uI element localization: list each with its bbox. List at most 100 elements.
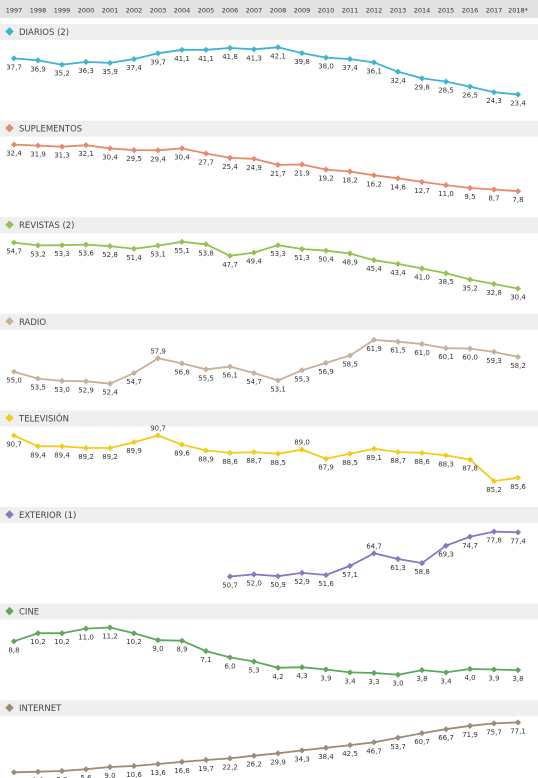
- value-label-diarios-2-1997: 37,7: [6, 63, 22, 71]
- data-point-revistas-2-2000: [82, 241, 90, 248]
- data-point-exterior-1-2013: [394, 555, 402, 563]
- value-label-suplementos-2004: 30,4: [174, 153, 190, 161]
- panel-title-suplementos: SUPLEMENTOS: [19, 125, 82, 135]
- data-point-suplementos-1999: [58, 143, 66, 150]
- year-label-8: 2005: [198, 7, 215, 15]
- value-label-exterior-1-2008: 50,9: [270, 581, 286, 589]
- data-point-internet-2007: [250, 752, 258, 759]
- data-point-cine-2012: [370, 669, 378, 677]
- value-label-internet-1998: 1,8: [32, 777, 43, 778]
- data-point-radio-1997: [10, 368, 18, 375]
- value-label-televisi-n-1999: 89,4: [54, 451, 70, 459]
- value-label-internet-2015: 66,7: [438, 734, 454, 742]
- value-label-suplementos-2006: 25,4: [222, 163, 238, 171]
- value-label-radio-1998: 53,5: [30, 384, 46, 392]
- year-label-20: 2017: [486, 7, 503, 15]
- data-point-radio-2009: [298, 367, 306, 374]
- data-point-cine-2000: [82, 625, 90, 632]
- data-point-televisi-n-2013: [394, 449, 402, 456]
- value-label-internet-2009: 34,3: [294, 755, 310, 763]
- value-label-diarios-2-2007: 41,3: [246, 54, 262, 62]
- data-point-radio-2006: [226, 363, 234, 370]
- data-point-exterior-1-2016: [466, 533, 474, 540]
- value-label-radio-2008: 53,1: [270, 385, 286, 393]
- value-label-internet-2017: 75,7: [486, 728, 502, 736]
- data-point-diarios-2-2016: [466, 83, 474, 90]
- value-label-radio-2001: 52,4: [102, 389, 118, 397]
- data-point-diarios-2-1997: [10, 55, 18, 62]
- value-label-radio-2018: 58,2: [510, 362, 526, 370]
- value-label-televisi-n-2016: 87,8: [462, 465, 478, 473]
- data-point-radio-2017: [490, 348, 498, 355]
- panel-legend-marker: [5, 27, 14, 36]
- value-label-exterior-1-2009: 52,9: [294, 578, 310, 586]
- value-label-internet-2011: 42,5: [342, 750, 358, 758]
- data-point-suplementos-2015: [442, 182, 450, 189]
- data-point-revistas-2-2006: [226, 252, 234, 259]
- value-label-suplementos-1997: 32,4: [6, 150, 22, 158]
- data-point-radio-2002: [130, 369, 138, 377]
- value-label-cine-1999: 10,2: [54, 638, 70, 646]
- value-label-revistas-2-2001: 52,8: [102, 251, 118, 259]
- year-label-19: 2016: [462, 7, 479, 15]
- year-label-11: 2008: [270, 7, 287, 15]
- data-point-cine-2018: [514, 667, 522, 674]
- data-point-televisi-n-2011: [346, 450, 354, 457]
- value-label-diarios-2-2014: 29,8: [414, 83, 430, 91]
- data-point-internet-2010: [322, 744, 330, 751]
- data-point-cine-2017: [490, 666, 498, 673]
- data-point-suplementos-2016: [466, 184, 474, 192]
- value-label-televisi-n-2011: 88,5: [342, 459, 358, 467]
- data-point-internet-2004: [178, 758, 186, 765]
- data-point-revistas-2-2014: [418, 265, 426, 272]
- value-label-exterior-1-2015: 69,3: [438, 551, 454, 559]
- data-point-televisi-n-2017: [490, 477, 498, 485]
- data-point-radio-2004: [178, 360, 186, 367]
- data-point-internet-2005: [202, 756, 210, 764]
- data-point-exterior-1-2007: [250, 571, 258, 578]
- data-point-exterior-1-2012: [370, 550, 378, 557]
- data-point-cine-2006: [226, 654, 234, 661]
- series-line-radio: [13, 338, 519, 385]
- year-label-13: 2010: [318, 7, 335, 15]
- data-point-internet-2011: [346, 741, 354, 749]
- value-label-revistas-2-1998: 53,2: [30, 250, 46, 258]
- data-point-revistas-2-2007: [250, 249, 258, 256]
- value-label-diarios-2-2012: 36,1: [366, 67, 382, 75]
- value-label-televisi-n-2013: 88,7: [390, 457, 406, 465]
- data-point-cine-2009: [298, 664, 306, 671]
- data-point-internet-1999: [58, 767, 66, 775]
- year-label-0: 1997: [6, 7, 23, 15]
- panel-header-revistas-2: [0, 217, 538, 234]
- value-label-televisi-n-2003: 90,7: [150, 425, 166, 433]
- series-line-cine: [13, 626, 519, 676]
- panel-header-internet: [0, 700, 538, 717]
- data-point-diarios-2-2001: [106, 59, 114, 67]
- value-label-cine-2004: 8,9: [176, 646, 187, 654]
- panel-title-revistas-2: REVISTAS (2): [19, 221, 74, 231]
- value-label-revistas-2-2007: 49,4: [246, 258, 262, 266]
- value-label-cine-2005: 7,1: [200, 656, 211, 664]
- value-label-radio-2016: 60,0: [462, 354, 478, 362]
- data-point-cine-1997: [10, 638, 18, 645]
- data-point-suplementos-2012: [370, 172, 378, 179]
- data-point-televisi-n-2016: [466, 456, 474, 463]
- year-label-6: 2003: [150, 7, 167, 15]
- value-label-diarios-2-2006: 41,8: [222, 53, 238, 61]
- data-point-radio-2005: [202, 366, 210, 373]
- year-label-12: 2009: [294, 7, 311, 15]
- value-label-diarios-2-2005: 41,1: [198, 55, 214, 63]
- panel-legend-marker: [5, 123, 14, 133]
- data-point-televisi-n-2009: [298, 446, 306, 453]
- value-label-suplementos-2015: 11,0: [438, 190, 454, 198]
- data-point-revistas-2-2015: [442, 270, 450, 277]
- value-label-radio-2009: 55,3: [294, 375, 310, 383]
- value-label-radio-2017: 59,3: [486, 357, 502, 365]
- value-label-revistas-2-2016: 35,2: [462, 284, 478, 292]
- data-point-diarios-2-2002: [130, 56, 138, 63]
- data-point-suplementos-2005: [202, 150, 210, 157]
- value-label-revistas-2-2003: 53,1: [150, 251, 166, 259]
- value-label-diarios-2-2000: 36,3: [78, 67, 94, 75]
- value-label-televisi-n-2005: 88,9: [198, 455, 214, 463]
- data-point-revistas-2-2001: [106, 243, 114, 250]
